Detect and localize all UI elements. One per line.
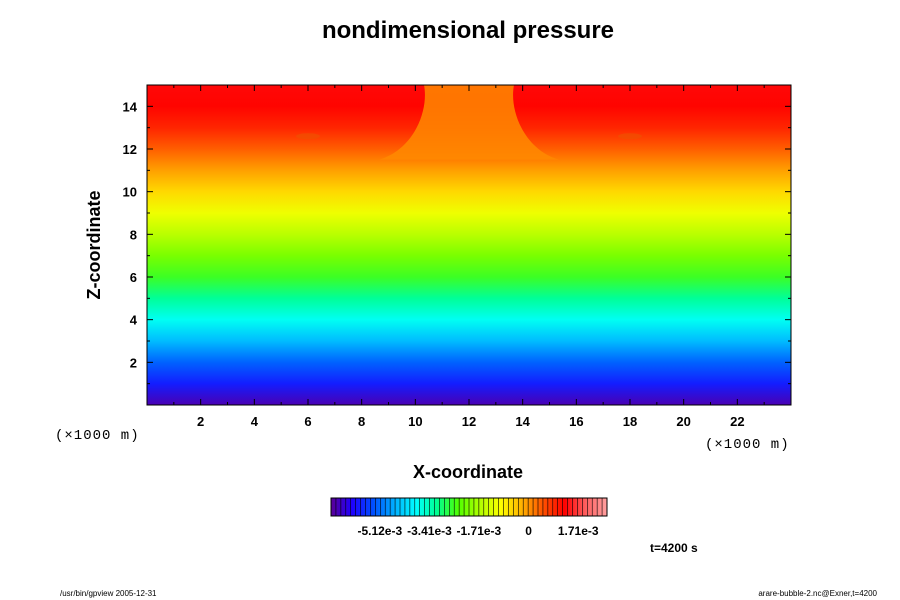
y-tick-label: 8 — [130, 227, 137, 242]
colorbar-labels: -5.12e-3 -3.41e-3 -1.71e-3 0 1.71e-3 — [357, 524, 598, 538]
x-axis-title: X-coordinate — [413, 462, 523, 482]
x-unit-note-right: (×1000 m) — [705, 437, 790, 453]
y-tick-label: 4 — [130, 313, 138, 328]
footer-left: /usr/bin/gpview 2005-12-31 — [60, 589, 157, 598]
x-axis: 2 4 6 8 10 12 14 16 18 20 22 — [173, 85, 765, 429]
x-tick-label: 20 — [676, 414, 690, 429]
x-tick-label: 6 — [304, 414, 311, 429]
x-tick-label: 18 — [623, 414, 637, 429]
colorbar-tick-label: -3.41e-3 — [407, 524, 452, 538]
pressure-spot-right — [618, 133, 642, 140]
plot-area — [147, 85, 791, 405]
x-tick-label: 16 — [569, 414, 583, 429]
colorbar-tick-label: 1.71e-3 — [558, 524, 599, 538]
time-label: t=4200 s — [650, 541, 698, 555]
y-axis-title: Z-coordinate — [84, 190, 104, 299]
footer-right: arare-bubble-2.nc@Exner,t=4200 — [758, 589, 877, 598]
pressure-spot-left — [296, 133, 320, 140]
colorbar-tick-label: -5.12e-3 — [357, 524, 402, 538]
colorbar-tick-label: -1.71e-3 — [457, 524, 502, 538]
x-tick-label: 22 — [730, 414, 744, 429]
y-tick-label: 2 — [130, 355, 137, 370]
y-tick-label: 12 — [123, 142, 137, 157]
colorbar: -5.12e-3 -3.41e-3 -1.71e-3 0 1.71e-3 — [330, 497, 608, 538]
colorbar-divisions — [335, 498, 603, 516]
chart-title: nondimensional pressure — [322, 17, 614, 44]
y-axis: 2 4 6 8 10 12 14 — [123, 99, 791, 385]
x-tick-label: 14 — [515, 414, 530, 429]
colorbar-frame — [330, 497, 608, 517]
x-tick-label: 12 — [462, 414, 476, 429]
x-tick-label: 8 — [358, 414, 365, 429]
y-tick-label: 6 — [130, 270, 137, 285]
colorbar-tick-label: 0 — [525, 524, 532, 538]
y-tick-label: 14 — [123, 99, 138, 114]
pressure-plume — [379, 85, 559, 160]
x-tick-label: 4 — [251, 414, 259, 429]
x-tick-label: 2 — [197, 414, 204, 429]
x-tick-label: 10 — [408, 414, 422, 429]
x-unit-note-left: (×1000 m) — [55, 428, 140, 444]
y-tick-label: 10 — [123, 185, 137, 200]
